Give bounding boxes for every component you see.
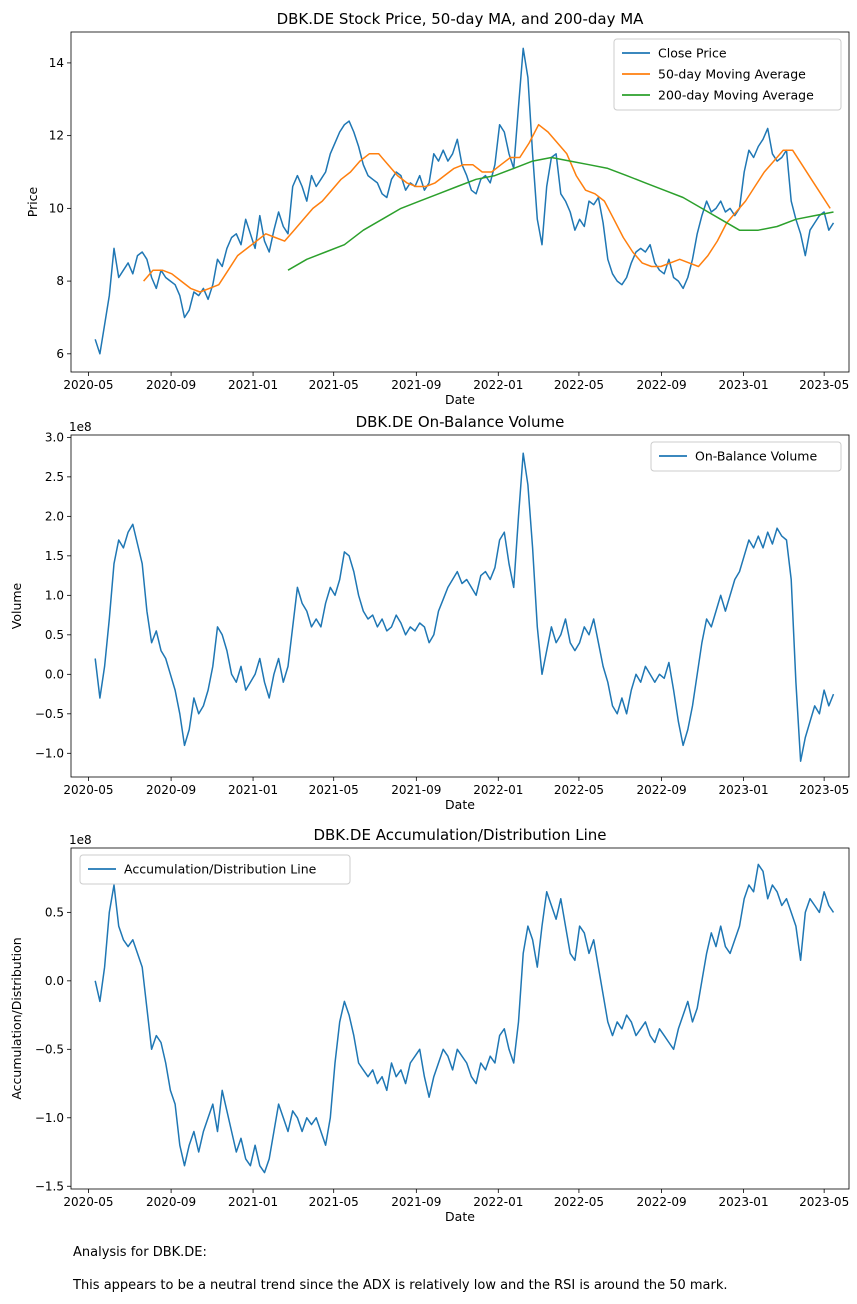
axes-frame — [70, 847, 850, 1190]
x-tick-label: 2021-05 — [309, 378, 359, 392]
x-tick-label: 2023-01 — [718, 1195, 768, 1209]
y-tick-label: 1.0 — [45, 588, 64, 602]
legend-box — [79, 854, 351, 885]
figure: 2020-05 2020-09 2021-01 2021-05 2021-09 2022-… — [9, 10, 850, 1224]
series-line — [287, 156, 834, 271]
chart-2: 2020-05 2020-09 2021-01 2021-05 2021-09 2022-… — [9, 413, 850, 812]
axes-frame — [70, 31, 850, 373]
x-tick-label: 2022-05 — [554, 783, 604, 797]
legend-label: 50-day Moving Average — [658, 67, 806, 82]
chart-3: 2020-05 2020-09 2021-01 2021-05 2021-09 2022-… — [9, 826, 850, 1224]
series-line — [94, 452, 835, 762]
legend: Accumulation/Distribution Line — [79, 854, 351, 885]
x-axis-label: Date — [445, 392, 475, 407]
chart-1: 2020-05 2020-09 2021-01 2021-05 2021-09 2022-… — [25, 10, 850, 407]
y-offset-label: 1e8 — [69, 833, 92, 847]
series-line — [143, 123, 831, 293]
x-tick-label: 2023-01 — [718, 783, 768, 797]
y-axis-label: Volume — [9, 582, 24, 629]
x-tick-label: 2022-09 — [636, 378, 686, 392]
legend-box — [613, 38, 842, 111]
y-tick-label: 12 — [49, 129, 64, 143]
legend: Close Price 50-day Moving Average 200-day … — [613, 38, 842, 111]
x-tick-label: 2023-05 — [799, 1195, 849, 1209]
x-tick-label: 2020-05 — [63, 1195, 113, 1209]
x-axis-label: Date — [445, 797, 475, 812]
y-tick-label: 10 — [49, 201, 64, 215]
x-tick-label: 2021-09 — [391, 378, 441, 392]
y-tick-label: 0.5 — [45, 628, 64, 642]
y-tick-label: −1.0 — [35, 1111, 64, 1125]
y-tick-label: 1.5 — [45, 549, 64, 563]
x-tick-label: 2022-09 — [636, 783, 686, 797]
legend-label: On-Balance Volume — [695, 449, 817, 464]
x-tick-label: 2022-01 — [473, 783, 523, 797]
axes-frame — [70, 434, 850, 778]
y-tick-label: 0.0 — [45, 974, 64, 988]
x-tick-label: 2021-01 — [228, 1195, 278, 1209]
x-tick-label: 2023-05 — [799, 783, 849, 797]
y-offset-label: 1e8 — [69, 420, 92, 434]
x-tick-label: 2022-01 — [473, 1195, 523, 1209]
x-tick-label: 2023-05 — [799, 378, 849, 392]
x-tick-label: 2022-05 — [554, 1195, 604, 1209]
analysis-heading: Analysis for DBK.DE: — [73, 1245, 207, 1260]
x-tick-label: 2020-05 — [63, 783, 113, 797]
series-line — [94, 47, 835, 355]
y-tick-label: 0.5 — [45, 905, 64, 919]
y-axis-label: Accumulation/Distribution — [9, 937, 24, 1099]
y-tick-label: −0.5 — [35, 1042, 64, 1056]
y-tick-label: 8 — [56, 274, 64, 288]
x-tick-label: 2021-01 — [228, 378, 278, 392]
analysis-text: This appears to be a neutral trend since… — [73, 1278, 728, 1293]
x-tick-label: 2021-09 — [391, 783, 441, 797]
y-tick-label: −0.5 — [35, 707, 64, 721]
x-tick-label: 2020-09 — [146, 1195, 196, 1209]
x-axis-label: Date — [445, 1209, 475, 1224]
chart-title: DBK.DE Stock Price, 50-day MA, and 200-d… — [277, 10, 645, 28]
y-tick-label: 2.5 — [45, 470, 64, 484]
chart-title: DBK.DE On-Balance Volume — [356, 413, 565, 431]
x-tick-label: 2023-01 — [718, 378, 768, 392]
y-axis-label: Price — [25, 186, 40, 217]
x-tick-label: 2022-09 — [636, 1195, 686, 1209]
x-tick-label: 2021-05 — [309, 1195, 359, 1209]
x-tick-label: 2021-01 — [228, 783, 278, 797]
x-tick-label: 2021-05 — [309, 783, 359, 797]
y-tick-label: 0.0 — [45, 667, 64, 681]
x-tick-label: 2020-09 — [146, 378, 196, 392]
legend-label: 200-day Moving Average — [658, 88, 814, 103]
x-tick-label: 2021-09 — [391, 1195, 441, 1209]
x-tick-label: 2022-01 — [473, 378, 523, 392]
y-tick-label: 6 — [56, 347, 64, 361]
y-tick-label: 2.0 — [45, 509, 64, 523]
series-line — [94, 863, 835, 1174]
chart-title: DBK.DE Accumulation/Distribution Line — [313, 826, 606, 844]
legend: On-Balance Volume — [650, 441, 842, 472]
y-tick-label: 14 — [49, 56, 64, 70]
y-tick-label: 3.0 — [45, 430, 64, 444]
x-tick-label: 2020-05 — [63, 378, 113, 392]
y-tick-label: −1.5 — [35, 1179, 64, 1193]
x-tick-label: 2022-05 — [554, 378, 604, 392]
y-tick-label: −1.0 — [35, 746, 64, 760]
legend-label: Close Price — [658, 46, 727, 61]
legend-box — [650, 441, 842, 472]
legend-label: Accumulation/Distribution Line — [124, 862, 317, 877]
x-tick-label: 2020-09 — [146, 783, 196, 797]
